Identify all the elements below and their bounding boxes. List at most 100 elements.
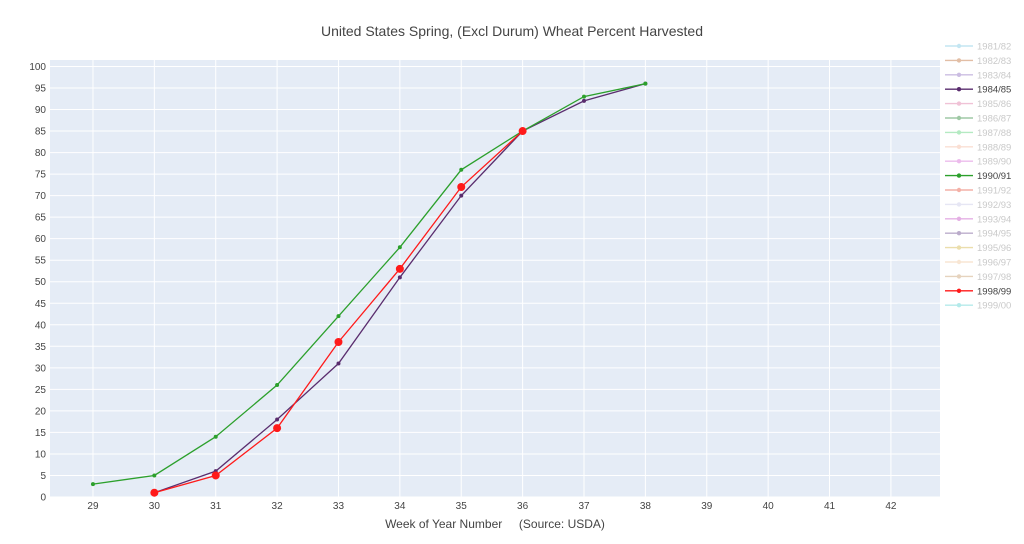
data-point [211, 471, 220, 480]
legend-item[interactable]: 1987/88 [945, 128, 1011, 139]
x-tick-label: 41 [824, 501, 836, 512]
legend-label: 1995/96 [977, 243, 1011, 254]
series-line [92, 83, 646, 485]
x-tick-label: 33 [333, 501, 345, 512]
data-point [336, 314, 341, 319]
legend-swatch-marker [956, 288, 962, 293]
legend-item[interactable]: 1991/92 [945, 186, 1011, 197]
legend-item[interactable]: 1982/83 [945, 56, 1011, 67]
legend-item[interactable]: 1993/94 [945, 214, 1011, 225]
data-point [457, 183, 466, 192]
legend-label: 1989/90 [977, 157, 1011, 168]
y-tick-label: 5 [40, 471, 46, 482]
x-tick-label: 40 [763, 501, 775, 512]
legend-item[interactable]: 1984/85 [945, 85, 1011, 96]
legend-label: 1981/82 [977, 42, 1011, 53]
data-point [275, 417, 280, 422]
data-point [275, 383, 280, 388]
legend-label: 1987/88 [977, 128, 1011, 139]
legend-item[interactable]: 1996/97 [945, 258, 1011, 269]
legend-item[interactable]: 1986/87 [945, 114, 1011, 125]
x-axis-title: Week of Year Number (Source: USDA) [385, 517, 605, 531]
legend-item[interactable]: 1990/91 [945, 171, 1011, 182]
legend-swatch-marker [956, 43, 962, 49]
x-tick-label: 30 [149, 501, 161, 512]
legend-item[interactable]: 1995/96 [945, 243, 1011, 254]
x-tick-label: 31 [210, 501, 222, 512]
y-tick-label: 30 [35, 363, 47, 374]
legend-swatch-marker [956, 259, 962, 265]
legend-item[interactable]: 1981/82 [945, 42, 1011, 53]
legend[interactable]: 1981/82 1982/83 1983/84 1984/85 1985/86 1986/… [945, 42, 1011, 312]
data-point [273, 424, 282, 433]
y-tick-label: 20 [35, 406, 47, 417]
data-point [582, 94, 586, 99]
legend-label: 1993/94 [977, 214, 1011, 225]
data-point [582, 98, 586, 103]
data-point [395, 264, 404, 273]
y-tick-label: 10 [35, 449, 47, 460]
legend-swatch-marker [956, 87, 962, 92]
legend-label: 1997/98 [977, 272, 1011, 283]
legend-swatch-marker [956, 72, 962, 78]
data-point [643, 81, 648, 86]
legend-swatch-marker [956, 101, 962, 106]
x-tick-label: 35 [456, 501, 468, 512]
legend-swatch-marker [956, 130, 962, 135]
x-tick-label: 34 [394, 501, 406, 512]
data-point [459, 167, 464, 172]
series-1998-99 [150, 127, 527, 497]
legend-label: 1985/86 [977, 99, 1011, 110]
legend-swatch-marker [956, 58, 962, 63]
legend-label: 1990/91 [977, 171, 1011, 182]
x-tick-label: 29 [87, 501, 99, 512]
legend-swatch-marker [956, 216, 962, 221]
y-tick-label: 70 [35, 191, 47, 202]
legend-label: 1982/83 [977, 56, 1011, 67]
legend-swatch-marker [956, 144, 962, 149]
y-tick-label: 75 [35, 170, 47, 181]
data-point [334, 338, 343, 347]
legend-label: 1988/89 [977, 142, 1011, 153]
y-tick-label: 0 [40, 493, 46, 504]
legend-label: 1992/93 [977, 200, 1011, 211]
y-tick-label: 80 [35, 148, 47, 159]
legend-label: 1994/95 [977, 229, 1011, 240]
legend-item[interactable]: 1989/90 [945, 157, 1011, 168]
series-layer [90, 81, 648, 497]
legend-swatch-marker [956, 187, 962, 193]
data-point [150, 488, 159, 497]
x-tick-label: 37 [578, 501, 590, 512]
data-point [518, 127, 527, 136]
axis-layer: 0 5 10 15 20 25 30 35 40 45 50 55 60 65 70 75 80 85 90 95 10… [29, 62, 897, 512]
legend-swatch-marker [956, 303, 962, 308]
x-tick-label: 39 [701, 501, 713, 512]
x-tick-label: 42 [885, 501, 897, 512]
legend-swatch-marker [956, 115, 962, 121]
grid-layer [50, 60, 940, 498]
legend-item[interactable]: 1988/89 [945, 142, 1011, 153]
legend-label: 1991/92 [977, 186, 1011, 197]
x-tick-label: 32 [272, 501, 284, 512]
y-tick-label: 90 [35, 105, 47, 116]
y-tick-label: 55 [35, 256, 47, 267]
y-tick-label: 35 [35, 342, 47, 353]
data-point [397, 275, 402, 280]
legend-item[interactable]: 1992/93 [945, 200, 1011, 211]
x-tick-label: 38 [640, 501, 652, 512]
legend-item[interactable]: 1997/98 [945, 272, 1011, 283]
legend-item[interactable]: 1983/84 [945, 70, 1011, 81]
data-point [152, 473, 157, 478]
y-tick-label: 15 [35, 428, 47, 439]
legend-item[interactable]: 1985/86 [945, 99, 1011, 110]
legend-label: 1996/97 [977, 258, 1011, 269]
y-tick-label: 85 [35, 127, 47, 138]
legend-item[interactable]: 1994/95 [945, 229, 1011, 240]
legend-label: 1983/84 [977, 70, 1011, 81]
legend-label: 1998/99 [977, 286, 1011, 297]
data-point [459, 193, 464, 198]
legend-item[interactable]: 1998/99 [945, 286, 1011, 297]
legend-item[interactable]: 1999/00 [945, 301, 1011, 312]
legend-swatch-marker [956, 231, 962, 236]
legend-label: 1986/87 [977, 114, 1011, 125]
